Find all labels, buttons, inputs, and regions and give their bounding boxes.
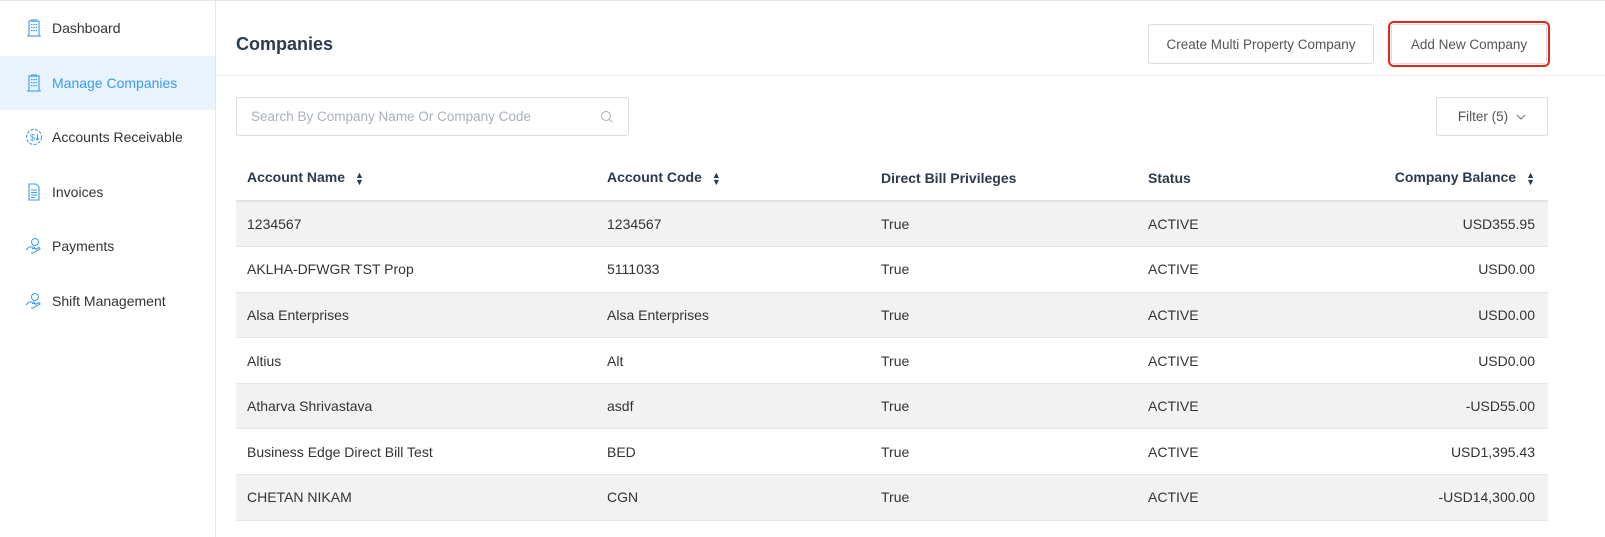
column-status: Status (1137, 155, 1250, 202)
chevron-down-icon (1516, 114, 1526, 120)
sidebar: Dashboard Manage Companies $ Accounts Recei… (0, 0, 216, 537)
cell-direct-bill: True (870, 201, 1137, 248)
sidebar-item-accounts-receivable[interactable]: $ Accounts Receivable (0, 110, 215, 165)
companies-table: Account Name ▲ ▼ Account Code ▲ ▼ Direct Bil… (236, 155, 1548, 521)
cell-account-code: BED (596, 428, 870, 476)
hand-coin-icon (25, 292, 52, 310)
building-icon (25, 19, 52, 37)
column-account-name[interactable]: Account Name ▲ ▼ (236, 155, 596, 202)
cell-account-name: Business Edge Direct Bill Test (236, 428, 596, 476)
cell-account-name: AKLHA-DFWGR TST Prop (236, 246, 596, 293)
column-account-code[interactable]: Account Code ▲ ▼ (596, 155, 870, 202)
cell-company-balance: USD0.00 (1249, 337, 1548, 384)
cell-account-name: Atharva Shrivastava (236, 383, 596, 430)
document-icon (25, 183, 52, 201)
cell-direct-bill: True (870, 292, 1137, 339)
page-title: Companies (236, 34, 334, 54)
cell-direct-bill: True (870, 383, 1137, 430)
building-icon (25, 74, 52, 92)
cell-company-balance: USD1,395.43 (1249, 428, 1548, 476)
search-box[interactable] (236, 97, 629, 136)
column-label: Company Balance (1394, 169, 1517, 186)
column-label: Account Name (247, 169, 346, 186)
filter-label: Filter (5) (1457, 109, 1509, 124)
table-row[interactable]: CHETAN NIKAM CGN True ACTIVE -USD14,300.00 (236, 474, 1548, 521)
sidebar-item-dashboard[interactable]: Dashboard (0, 1, 215, 56)
sort-icon[interactable]: ▲ ▼ (355, 169, 364, 187)
column-company-balance[interactable]: Company Balance ▲ ▼ (1249, 155, 1548, 202)
cell-status: ACTIVE (1137, 337, 1250, 384)
table-header-row: Account Name ▲ ▼ Account Code ▲ ▼ Direct Bil… (236, 155, 1548, 202)
sort-icon[interactable]: ▲ ▼ (711, 169, 721, 187)
cell-account-code: 1234567 (596, 201, 870, 248)
sidebar-item-shift-management[interactable]: Shift Management (0, 274, 215, 329)
sidebar-item-label: Manage Companies (52, 74, 178, 91)
table-row[interactable]: 1234567 1234567 True ACTIVE USD355.95 (236, 201, 1548, 248)
cell-status: ACTIVE (1137, 428, 1250, 476)
table-row[interactable]: Altius Alt True ACTIVE USD0.00 (236, 337, 1548, 384)
table-row[interactable]: Business Edge Direct Bill Test BED True ACT… (236, 428, 1548, 476)
cell-account-code: Alsa Enterprises (596, 292, 870, 339)
cell-company-balance: USD0.00 (1249, 292, 1548, 339)
cell-status: ACTIVE (1137, 246, 1250, 293)
cell-account-name: Altius (236, 337, 596, 384)
sidebar-item-label: Invoices (52, 183, 104, 200)
table-row[interactable]: AKLHA-DFWGR TST Prop 5111033 True ACTIVE USD… (236, 246, 1548, 293)
sidebar-item-label: Accounts Receivable (52, 129, 183, 146)
sidebar-item-manage-companies[interactable]: Manage Companies (0, 55, 215, 110)
page-header: Companies Create Multi Property Company … (216, 1, 1605, 76)
cell-account-code: Alt (596, 337, 870, 384)
sidebar-item-label: Payments (52, 238, 115, 255)
sidebar-item-label: Dashboard (52, 20, 121, 37)
create-multi-property-company-button[interactable]: Create Multi Property Company (1148, 24, 1374, 64)
table-row[interactable]: Atharva Shrivastava asdf True ACTIVE -USD55.… (236, 383, 1548, 430)
cell-direct-bill: True (870, 474, 1137, 521)
search-icon[interactable] (600, 110, 614, 124)
hand-coin-icon (25, 237, 52, 255)
filter-button[interactable]: Filter (5) (1436, 97, 1548, 136)
cell-direct-bill: True (870, 428, 1137, 476)
cell-account-code: 5111033 (596, 246, 870, 293)
cell-account-code: asdf (596, 383, 870, 430)
cell-company-balance: USD0.00 (1249, 246, 1548, 293)
cell-account-name: CHETAN NIKAM (236, 474, 596, 521)
sidebar-item-payments[interactable]: Payments (0, 219, 215, 274)
table-row[interactable]: Alsa Enterprises Alsa Enterprises True ACTI… (236, 292, 1548, 339)
cell-direct-bill: True (870, 337, 1137, 384)
cell-company-balance: -USD55.00 (1249, 383, 1548, 430)
search-input[interactable] (251, 109, 600, 124)
column-direct-bill-privileges: Direct Bill Privileges (870, 155, 1137, 202)
sidebar-item-label: Shift Management (52, 292, 166, 309)
cell-account-code: CGN (596, 474, 870, 521)
cell-account-name: Alsa Enterprises (236, 292, 596, 339)
main-content: Companies Create Multi Property Company … (216, 0, 1605, 537)
cell-status: ACTIVE (1137, 201, 1250, 248)
sidebar-item-invoices[interactable]: Invoices (0, 165, 215, 220)
cell-company-balance: USD355.95 (1249, 201, 1548, 248)
dollar-circle-icon: $ (25, 128, 52, 146)
sort-icon[interactable]: ▲ ▼ (1526, 169, 1535, 187)
column-label: Account Code (607, 169, 702, 186)
add-new-company-button[interactable]: Add New Company (1388, 21, 1550, 67)
svg-text:$: $ (30, 133, 35, 143)
cell-company-balance: -USD14,300.00 (1249, 474, 1548, 521)
cell-account-name: 1234567 (236, 201, 596, 248)
cell-direct-bill: True (870, 246, 1137, 293)
cell-status: ACTIVE (1137, 292, 1250, 339)
cell-status: ACTIVE (1137, 383, 1250, 430)
cell-status: ACTIVE (1137, 474, 1250, 521)
